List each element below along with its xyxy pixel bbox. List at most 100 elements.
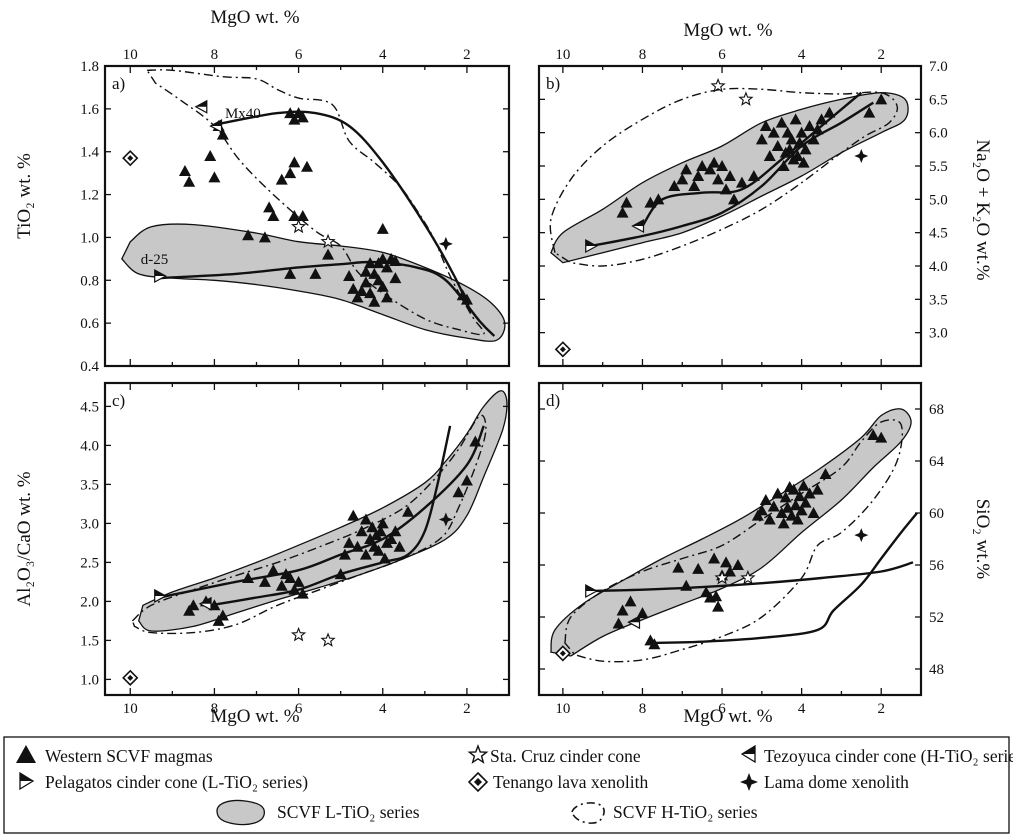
panel-c: 10 8 6 4 2 1.0 1.5 2.0 2.5 3.0 3.5 4.0 4.5 c) [80,381,511,717]
triangle-up-point [799,143,812,155]
triangle-up-point [288,583,301,595]
trend-line [641,91,863,227]
y-tick-label: 4.5 [80,399,99,415]
triangle-up-point [720,556,733,568]
triangle-up-point [460,474,473,486]
plot-frame [537,381,923,697]
star-point [710,77,726,93]
triangle-up-point [376,222,389,234]
triangle-up-point [452,486,465,498]
triangle-up-point [704,163,717,175]
triangle-up-point [296,587,309,599]
triangle-up-point [376,280,389,292]
triangle-up-point [364,287,377,299]
triangle-up-point [803,487,816,499]
x-tick-label: 10 [555,47,570,63]
triangle-up-point [823,106,836,118]
y-tick-label: 68 [929,402,944,418]
legend-item-pelagatos: Pelagatos cinder cone (L-TiO₂ series) [19,771,308,792]
triangle-up-point [355,525,368,537]
y-tick-label: 1.2 [80,188,99,204]
triangle-up-point [712,600,725,612]
four-point-star-point [438,236,453,251]
y-tick-label: 1.4 [80,145,99,161]
triangle-up-point [368,295,381,307]
panel-label: a) [112,74,125,93]
legend: Western SCVF magmas Sta. Cruz cinder con… [3,736,1013,834]
triangle-up-point [351,291,364,303]
triangle-up-point [708,156,721,168]
triangle-up-point [380,261,393,273]
y-tick-label: 64 [929,454,945,470]
triangle-up-point [258,575,271,587]
triangle-up-point [612,617,625,629]
y-tick-label: 2.0 [80,594,99,610]
triangle-up-point [616,206,629,218]
y-tick-label: 6.5 [929,92,948,108]
triangle-up-point [755,133,768,145]
triangle-up-point [680,163,693,175]
triangle-up-point [763,513,776,525]
triangle-up-point [795,126,808,138]
triangle-up-point [359,548,372,560]
x-tick-label: 2 [877,47,885,63]
legend-item-tenango: Tenango lava xenolith [467,771,649,793]
triangle-up-point [296,210,309,221]
triangle-up-point [620,196,633,208]
triangle-up-point [755,504,768,516]
triangle-up-point [636,607,649,619]
four-point-star-point [854,528,869,543]
triangle-up-point [364,533,377,544]
four-point-star-point [854,149,869,163]
dash-dot-field-icon [571,802,605,824]
triangle-up-point [710,590,723,602]
triangle-up-point [799,496,812,508]
triangle-up-point [374,525,387,537]
x-tick-label: 8 [639,47,647,63]
y-tick-label: 52 [929,610,944,626]
triangle-up-point [288,210,301,221]
y-tick-label: 4.0 [929,259,948,275]
legend-label: SCVF H-TiO₂ series [613,802,758,822]
triangle-up-point [680,579,693,591]
triangle-up-point [284,167,297,179]
triangle-up-point [208,171,221,183]
x-tick-label: 6 [718,701,726,717]
top-xlabel-left: MgO wt. % [210,7,299,28]
triangle-up-point [204,150,217,161]
triangle-up-point [347,282,360,294]
triangle-left-point [209,118,223,134]
legend-label: Tezoyuca cinder cone (H-TiO₂ series) [764,746,1013,766]
triangle-up-point [624,595,637,607]
triangle-up-point [688,180,701,191]
bottom-xlabel-left: MgO wt. % [210,706,299,727]
triangle-up-point [785,509,798,521]
y-tick-label: 0.6 [80,316,99,332]
y-tick-label: 5.0 [929,192,948,208]
triangle-up-point [322,248,335,260]
triangle-up-point [460,293,473,305]
triangle-up-point [785,133,798,145]
star-point [290,218,307,234]
triangle-up-point [724,170,736,181]
triangle-up-point [376,252,389,264]
triangle-up-point [359,513,372,525]
x-tick-label: 6 [295,701,303,717]
triangle-up-point [712,173,725,185]
triangle-up-point [343,270,356,281]
star-icon [467,744,489,764]
triangle-up-point [863,106,876,118]
triangle-up-point [789,113,802,125]
triangle-up-point [791,513,804,525]
triangle-up-point [366,521,379,533]
triangle-up-point [187,599,200,611]
triangle-up-point [380,291,393,303]
triangle-up-point [793,490,806,502]
grey-field-icon [216,799,266,826]
triangle-up-point [267,564,280,576]
triangle-up-point [359,265,372,277]
triangle-up-point [284,572,297,583]
y-tick-label: 0.4 [80,359,99,375]
legend-item-l-tio2-field: SCVF L-TiO₂ series [216,799,420,826]
triangle-up-point [242,572,255,583]
